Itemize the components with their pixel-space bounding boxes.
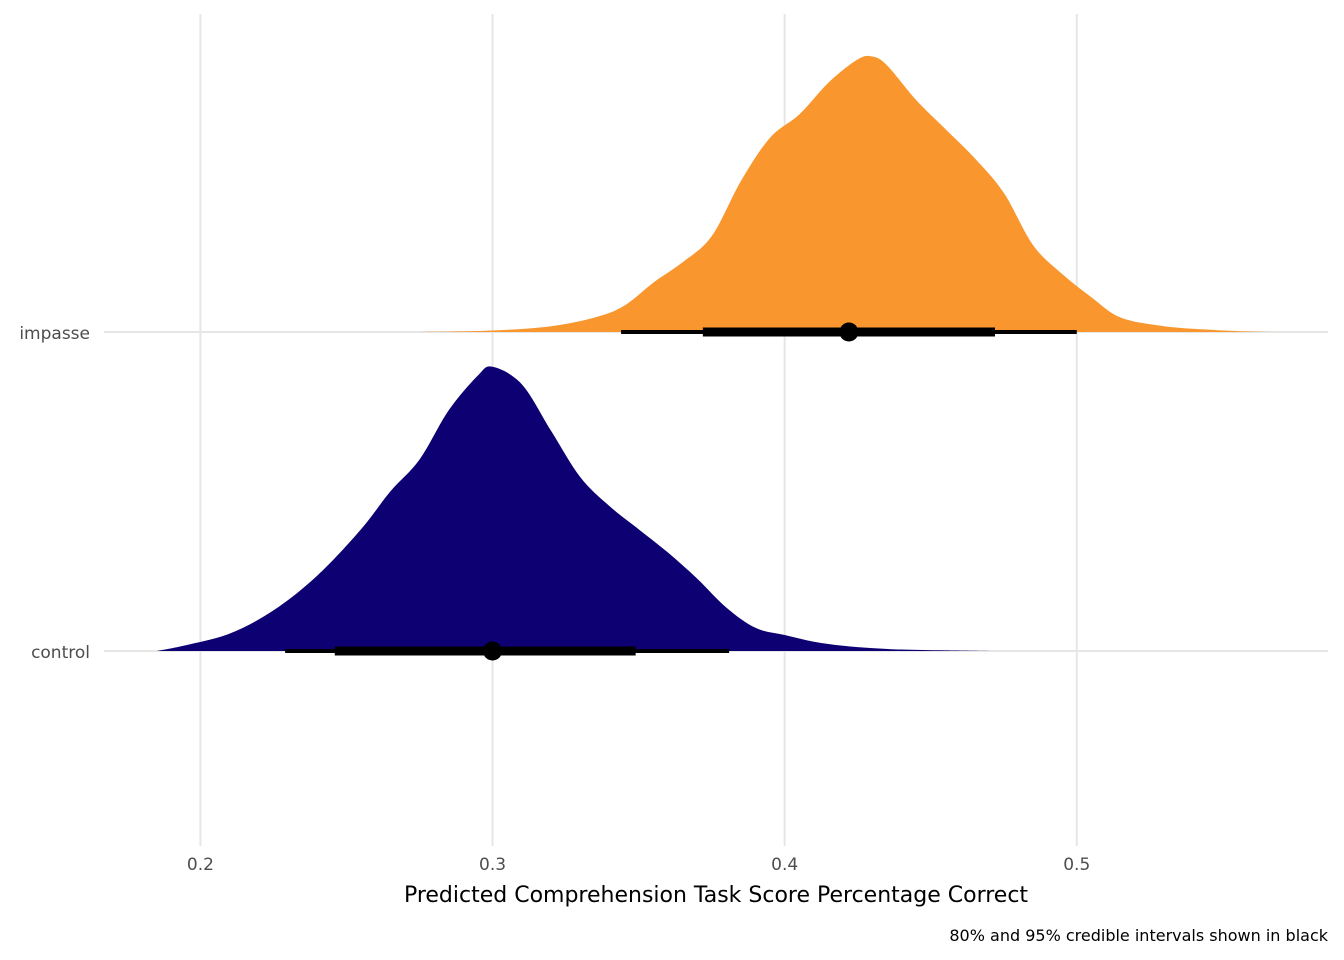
y-tick-label-control: control <box>31 643 90 663</box>
x-tick-label-0.2: 0.2 <box>187 855 214 875</box>
median-point-impasse <box>839 322 859 342</box>
interval-layer <box>285 322 1077 661</box>
median-point-control <box>483 641 503 661</box>
x-tick-label-0.5: 0.5 <box>1063 855 1090 875</box>
y-tick-label-impasse: impasse <box>19 324 90 344</box>
x-tick-label-0.4: 0.4 <box>771 855 798 875</box>
density-layer <box>156 55 1273 651</box>
x-axis-title: Predicted Comprehension Task Score Perce… <box>404 883 1028 908</box>
grid-layer <box>104 14 1328 846</box>
chart-caption: 80% and 95% credible intervals shown in … <box>949 926 1328 945</box>
density-control <box>156 366 990 651</box>
density-impasse <box>419 55 1273 333</box>
x-tick-label-0.3: 0.3 <box>479 855 506 875</box>
label-layer: 0.2 0.3 0.4 0.5 control impasse <box>19 324 1090 875</box>
